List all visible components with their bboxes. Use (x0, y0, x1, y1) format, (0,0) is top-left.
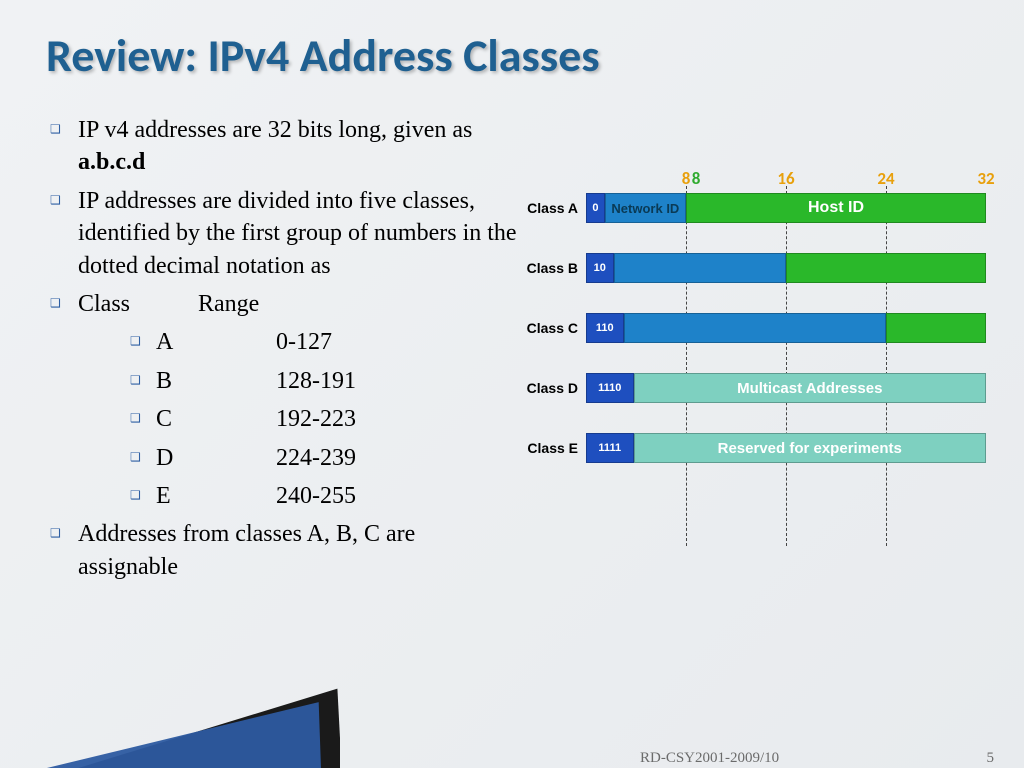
class-row-label: Class A (520, 200, 586, 216)
bullet-item: IP addresses are divided into five class… (50, 185, 520, 282)
range-row: D224-239 (130, 442, 520, 474)
header-range: Range (198, 288, 259, 320)
bullet-icon (130, 480, 156, 512)
class-row: Class D1110Multicast Addresses (520, 372, 994, 404)
segment-prefix: 10 (586, 253, 614, 283)
class-row-label: Class B (520, 260, 586, 276)
class-letter: C (156, 403, 276, 435)
footer-text: RD-CSY2001-2009/10 (640, 750, 779, 767)
class-row: Class C110 (520, 312, 994, 344)
range-list: A0-127B128-191C192-223D224-239E240-255 (50, 326, 520, 512)
class-bar: 0Network IDHost ID (586, 193, 986, 223)
class-range: 240-255 (276, 480, 356, 512)
class-letter: E (156, 480, 276, 512)
text-bold: a.b.c.d (78, 149, 145, 175)
class-bar: 10 (586, 253, 986, 283)
bullet-item: Addresses from classes A, B, C are assig… (50, 518, 520, 583)
class-range: 0-127 (276, 326, 332, 358)
segment-prefix: 0 (586, 193, 605, 223)
segment-prefix: 1110 (586, 373, 634, 403)
bullet-icon (50, 114, 78, 179)
bullet-icon (130, 442, 156, 474)
class-letter: A (156, 326, 276, 358)
diagram: 88162432 Class A0Network IDHost IDClass … (520, 114, 994, 589)
bullet-text: IP v4 addresses are 32 bits long, given … (78, 114, 520, 179)
range-row-body: E240-255 (156, 480, 356, 512)
range-row: A0-127 (130, 326, 520, 358)
bullet-item: Class Range (50, 288, 520, 320)
class-bar: 1111Reserved for experiments (586, 433, 986, 463)
bit-marker: 16 (777, 168, 794, 189)
range-row: C192-223 (130, 403, 520, 435)
header-class: Class (78, 288, 198, 320)
segment-host (786, 253, 986, 283)
class-row: Class E1111Reserved for experiments (520, 432, 994, 464)
segment-multicast: Multicast Addresses (634, 373, 987, 403)
bullet-icon (130, 326, 156, 358)
diagram-rows: Class A0Network IDHost IDClass B10Class … (520, 192, 994, 464)
text: IP v4 addresses are 32 bits long, given … (78, 117, 472, 143)
bullet-text: IP addresses are divided into five class… (78, 185, 520, 282)
class-range: 192-223 (276, 403, 356, 435)
bullet-list: IP v4 addresses are 32 bits long, given … (50, 114, 520, 589)
range-row-body: D224-239 (156, 442, 356, 474)
class-letter: B (156, 365, 276, 397)
range-row: B128-191 (130, 365, 520, 397)
class-row-label: Class C (520, 320, 586, 336)
bullet-icon (50, 288, 78, 320)
segment-network: Network ID (605, 193, 686, 223)
segment-reserved: Reserved for experiments (634, 433, 987, 463)
range-row-body: A0-127 (156, 326, 332, 358)
segment-host: Host ID (686, 193, 986, 223)
bit-marker: 24 (877, 168, 894, 189)
class-letter: D (156, 442, 276, 474)
class-row-label: Class E (520, 440, 586, 456)
class-bar: 1110Multicast Addresses (586, 373, 986, 403)
class-range-header: Class Range (78, 288, 259, 320)
class-range: 128-191 (276, 365, 356, 397)
range-row-body: B128-191 (156, 365, 356, 397)
bullet-text: Addresses from classes A, B, C are assig… (78, 518, 520, 583)
class-bar: 110 (586, 313, 986, 343)
range-row-body: C192-223 (156, 403, 356, 435)
bullet-icon (50, 518, 78, 583)
segment-prefix: 110 (586, 313, 624, 343)
segment-prefix: 1111 (586, 433, 634, 463)
bit-labels: 88162432 (586, 168, 986, 190)
class-row: Class B10 (520, 252, 994, 284)
segment-network (624, 313, 887, 343)
page-number: 5 (987, 750, 995, 767)
content-area: IP v4 addresses are 32 bits long, given … (0, 84, 1024, 589)
bit-marker: 8 (682, 168, 691, 189)
segment-host (886, 313, 986, 343)
slide-title: Review: IPv4 Address Classes (0, 0, 1024, 84)
bullet-icon (130, 403, 156, 435)
segment-network (614, 253, 787, 283)
bit-marker: 8 (692, 168, 701, 189)
bit-marker: 32 (977, 168, 994, 189)
range-row: E240-255 (130, 480, 520, 512)
class-row-label: Class D (520, 380, 586, 396)
slide-corner-decoration (0, 658, 340, 768)
bullet-icon (130, 365, 156, 397)
class-row: Class A0Network IDHost ID (520, 192, 994, 224)
bullet-icon (50, 185, 78, 282)
class-range: 224-239 (276, 442, 356, 474)
bullet-item: IP v4 addresses are 32 bits long, given … (50, 114, 520, 179)
